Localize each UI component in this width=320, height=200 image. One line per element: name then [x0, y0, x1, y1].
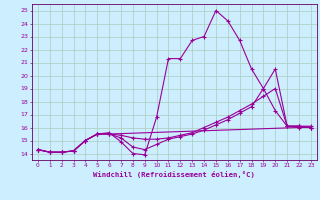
X-axis label: Windchill (Refroidissement éolien,°C): Windchill (Refroidissement éolien,°C): [93, 171, 255, 178]
